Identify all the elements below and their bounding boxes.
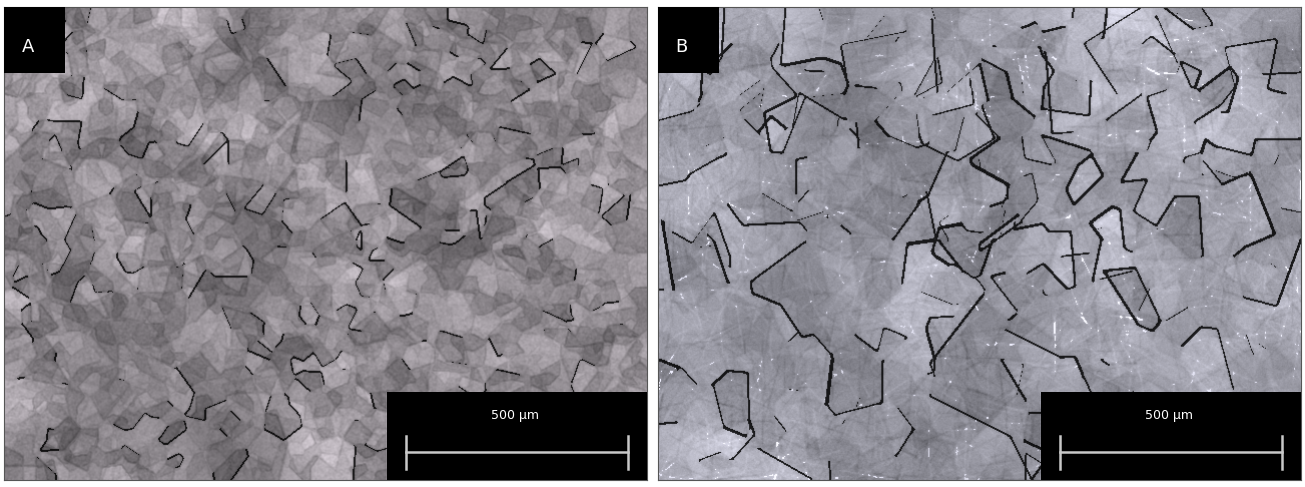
Text: 500 μm: 500 μm	[492, 410, 539, 422]
Bar	[386, 393, 647, 480]
Text: 500 μm: 500 μm	[1146, 410, 1193, 422]
Bar	[4, 7, 65, 74]
Text: A: A	[22, 38, 34, 56]
Bar	[1040, 393, 1301, 480]
Bar	[658, 7, 719, 74]
Text: B: B	[676, 38, 688, 56]
